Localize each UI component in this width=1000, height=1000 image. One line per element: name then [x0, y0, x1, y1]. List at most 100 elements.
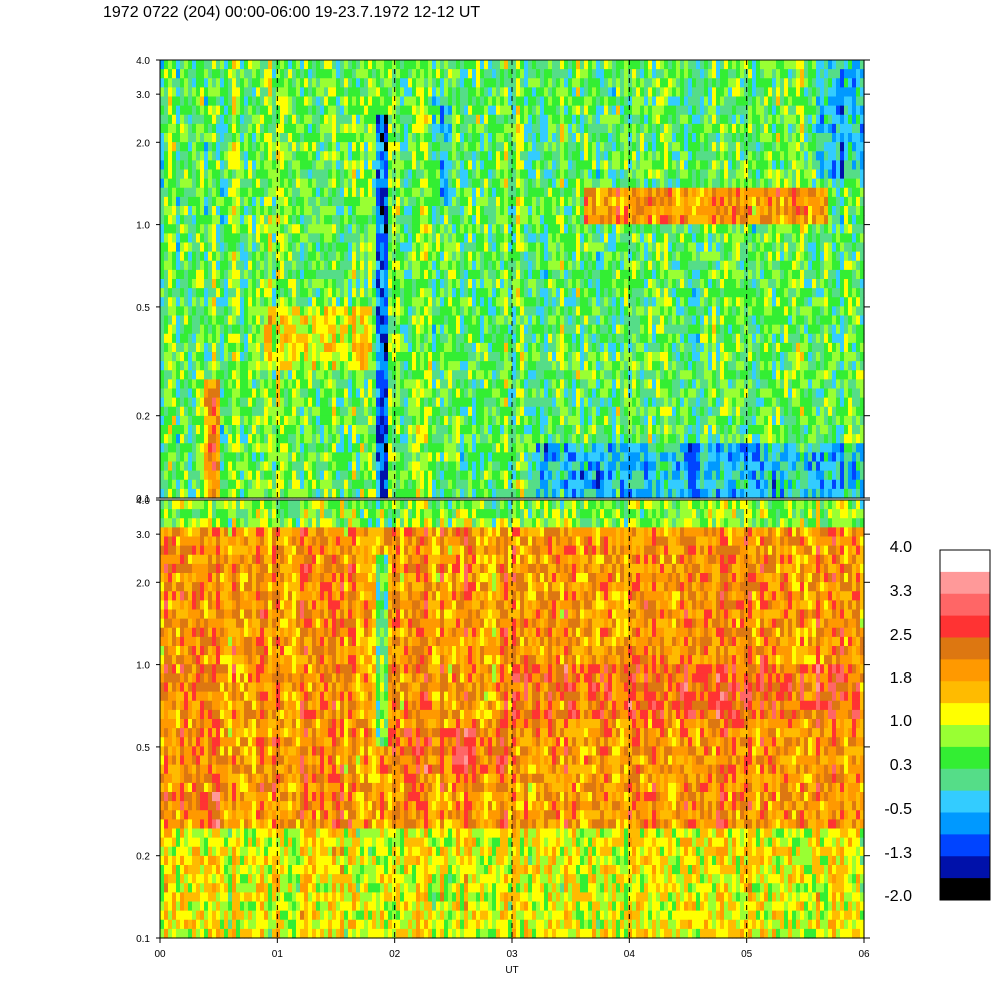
spectrogram-cell — [516, 324, 521, 335]
spectrogram-cell — [164, 333, 169, 344]
spectrogram-cell — [504, 60, 509, 70]
spectrogram-cell — [476, 324, 481, 335]
spectrogram-cell — [500, 324, 505, 335]
spectrogram-cell — [272, 251, 277, 262]
spectrogram-cell — [516, 96, 521, 107]
spectrogram-cell — [232, 260, 237, 271]
spectrogram-cell — [536, 169, 541, 180]
spectrogram-cell — [356, 169, 361, 180]
spectrogram-cell — [188, 242, 193, 253]
spectrogram-cell — [504, 105, 509, 116]
spectrogram-cell — [388, 370, 393, 380]
spectrogram-cell — [304, 206, 309, 216]
spectrogram-cell — [320, 260, 325, 271]
spectrogram-cell — [160, 114, 165, 125]
spectrogram-cell — [492, 160, 497, 171]
spectrogram-cell — [548, 315, 553, 326]
spectrogram-cell — [492, 96, 497, 107]
spectrogram-cell — [536, 425, 541, 435]
spectrogram-cell — [368, 151, 373, 161]
spectrogram-cell — [536, 151, 541, 161]
spectrogram-cell — [448, 342, 453, 353]
spectrogram-cell — [160, 96, 165, 107]
spectrogram-cell — [476, 333, 481, 344]
spectrogram-cell — [168, 151, 173, 161]
spectrogram-cell — [260, 306, 265, 317]
spectrogram-cell — [172, 78, 177, 88]
spectrogram-cell — [360, 224, 365, 234]
spectrogram-cell — [484, 269, 489, 280]
spectrogram-cell — [264, 260, 269, 271]
spectrogram-cell — [492, 434, 497, 444]
spectrogram-cell — [360, 315, 365, 326]
spectrogram-cell — [160, 342, 165, 353]
spectrogram-cell — [408, 224, 413, 234]
spectrogram-cell — [448, 324, 453, 335]
spectrogram-cell — [504, 114, 509, 125]
spectrogram-cell — [452, 251, 457, 262]
spectrogram-cell — [368, 160, 373, 171]
spectrogram-cell — [384, 406, 389, 417]
spectrogram-cell — [472, 452, 477, 463]
spectrogram-cell — [340, 479, 345, 490]
spectrogram-cell — [188, 69, 193, 79]
spectrogram-cell — [536, 324, 541, 335]
spectrogram-cell — [360, 206, 365, 216]
spectrogram-cell — [424, 443, 429, 453]
spectrogram-cell — [524, 479, 529, 490]
spectrogram-cell — [560, 215, 565, 225]
spectrogram-cell — [240, 123, 245, 134]
spectrogram-cell — [540, 288, 545, 298]
spectrogram-cell — [252, 60, 257, 70]
spectrogram-cell — [372, 224, 377, 234]
spectrogram-cell — [244, 370, 249, 380]
spectrogram-cell — [572, 96, 577, 107]
spectrogram-cell — [424, 69, 429, 79]
spectrogram-cell — [248, 187, 253, 198]
spectrogram-cell — [300, 488, 305, 499]
spectrogram-cell — [432, 160, 437, 171]
spectrogram-cell — [192, 333, 197, 344]
spectrogram-cell — [288, 133, 293, 143]
spectrogram-cell — [252, 269, 257, 280]
spectrogram-cell — [372, 87, 377, 98]
spectrogram-cell — [300, 114, 305, 125]
spectrogram-cell — [564, 461, 569, 472]
spectrogram-cell — [528, 279, 533, 289]
spectrogram-cell — [520, 479, 525, 490]
spectrogram-cell — [464, 397, 469, 408]
spectrogram-cell — [172, 60, 177, 70]
spectrogram-cell — [348, 269, 353, 280]
spectrogram-cell — [320, 169, 325, 180]
spectrogram-cell — [164, 324, 169, 335]
spectrogram-cell — [408, 452, 413, 463]
spectrogram-cell — [288, 196, 293, 207]
spectrogram-cell — [428, 215, 433, 225]
spectrogram-cell — [568, 352, 573, 362]
spectrogram-cell — [200, 297, 205, 307]
spectrogram-cell — [388, 251, 393, 262]
spectrogram-cell — [296, 105, 301, 116]
spectrogram-cell — [540, 470, 545, 481]
spectrogram-cell — [412, 178, 417, 189]
spectrogram-cell — [256, 434, 261, 444]
spectrogram-cell — [228, 370, 233, 380]
spectrogram-cell — [348, 151, 353, 161]
spectrogram-cell — [560, 105, 565, 116]
spectrogram-cell — [404, 397, 409, 408]
spectrogram-cell — [204, 233, 209, 244]
spectrogram-cell — [200, 269, 205, 280]
spectrogram-cell — [564, 260, 569, 271]
spectrogram-cell — [456, 434, 461, 444]
spectrogram-cell — [424, 397, 429, 408]
spectrogram-cell — [392, 178, 397, 189]
spectrogram-cell — [404, 352, 409, 362]
spectrogram-cell — [556, 333, 561, 344]
spectrogram-cell — [324, 434, 329, 444]
spectrogram-cell — [568, 142, 573, 152]
spectrogram-cell — [344, 269, 349, 280]
spectrogram-cell — [508, 133, 513, 143]
spectrogram-cell — [180, 297, 185, 307]
spectrogram-cell — [392, 224, 397, 234]
spectrogram-cell — [160, 425, 165, 435]
